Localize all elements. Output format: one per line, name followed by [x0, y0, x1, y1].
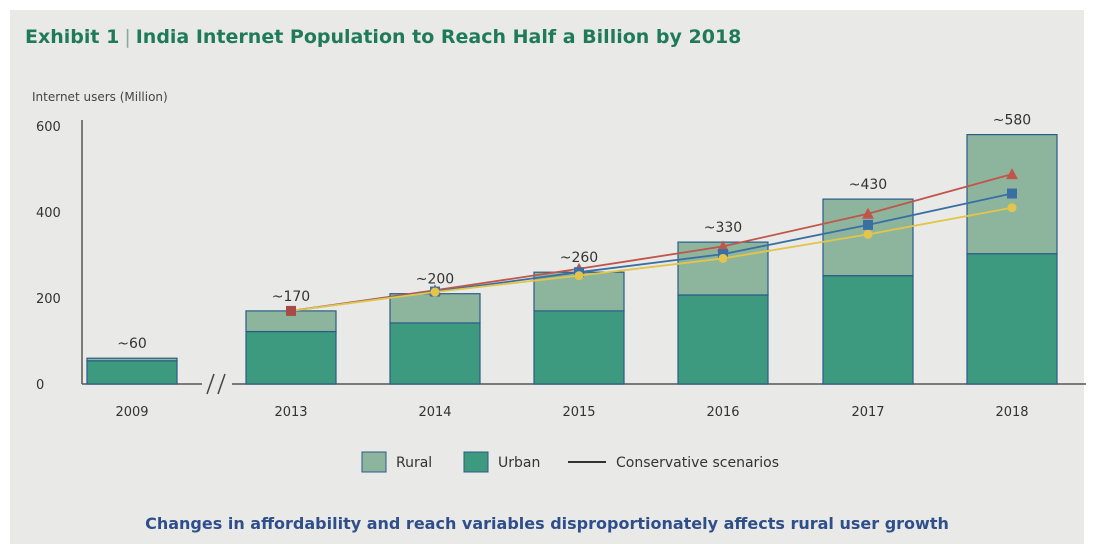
legend-label-rural: Rural — [396, 455, 432, 471]
x-tick-label: 2015 — [562, 405, 595, 420]
bar-urban-2015 — [533, 310, 625, 385]
x-tick-label: 2016 — [706, 405, 739, 420]
total-label-2013: ~170 — [272, 289, 310, 305]
scenario-marker-square — [863, 219, 873, 230]
bar-urban-2013 — [245, 330, 337, 385]
x-tick-label: 2009 — [115, 405, 148, 420]
scenario-marker-circle — [863, 229, 873, 239]
scenario-line-3 — [290, 206, 1013, 312]
bar-urban-2014 — [389, 322, 481, 385]
legend-label-scenarios: Conservative scenarios — [616, 455, 779, 471]
x-tick-label: 2014 — [418, 405, 451, 420]
total-label-2015: ~260 — [560, 250, 598, 266]
bar-rural-2014 — [389, 293, 481, 324]
data-labels: ~60 ~170 ~200 ~260 ~330 ~430 ~580 — [117, 113, 1031, 353]
total-label-2018: ~580 — [993, 113, 1031, 129]
exhibit-number: Exhibit 1 — [25, 26, 120, 48]
scenario-marker-circle — [574, 271, 584, 281]
scenario-marker-square — [1007, 188, 1017, 199]
total-label-2016: ~330 — [704, 220, 742, 236]
exhibit-title: India Internet Population to Reach Half … — [135, 26, 742, 48]
title-separator: | — [124, 26, 131, 48]
bar-urban-2009 — [86, 360, 178, 385]
y-tick-label: 600 — [36, 120, 61, 135]
scenario-marker-circle — [1007, 203, 1017, 213]
total-label-2014: ~200 — [416, 272, 454, 288]
legend-swatch-rural — [361, 451, 387, 473]
total-label-2009: ~60 — [117, 336, 147, 352]
bar-urban-2016 — [677, 294, 769, 385]
scenario-marker-triangle — [862, 207, 874, 219]
x-tick-label: 2013 — [274, 405, 307, 420]
axes: 0 200 400 600 2009 2013 2014 2015 2016 2017 2018 — [36, 120, 1086, 420]
axis-break-mark — [217, 373, 226, 395]
legend-label-urban: Urban — [498, 455, 540, 471]
total-label-2017: ~430 — [849, 177, 887, 193]
y-tick-label: 400 — [36, 206, 61, 221]
scenario-lines — [286, 168, 1018, 316]
y-axis-label: Internet users (Million) — [32, 90, 168, 104]
axis-break-mark — [206, 373, 215, 395]
x-tick-label: 2018 — [995, 405, 1028, 420]
scenario-marker-start — [286, 305, 296, 316]
scenario-line-1 — [290, 173, 1013, 312]
legend: Rural Urban Conservative scenarios — [361, 451, 779, 473]
scenario-marker-triangle — [1006, 168, 1018, 180]
scenario-marker-triangle — [717, 240, 729, 252]
bar-urban-2018 — [966, 253, 1058, 385]
bar-urban-2017 — [822, 275, 914, 385]
scenario-marker-circle — [430, 287, 440, 297]
chart-caption: Changes in affordability and reach varia… — [145, 514, 949, 533]
chart-title: Exhibit 1 | India Internet Population to R… — [25, 26, 741, 48]
bar-rural-2009 — [86, 357, 178, 362]
y-tick-label: 0 — [36, 378, 44, 393]
x-tick-label: 2017 — [851, 405, 884, 420]
y-tick-label: 200 — [36, 292, 61, 307]
bars — [86, 134, 1058, 385]
legend-swatch-urban — [463, 451, 489, 473]
scenario-marker-circle — [718, 253, 728, 263]
